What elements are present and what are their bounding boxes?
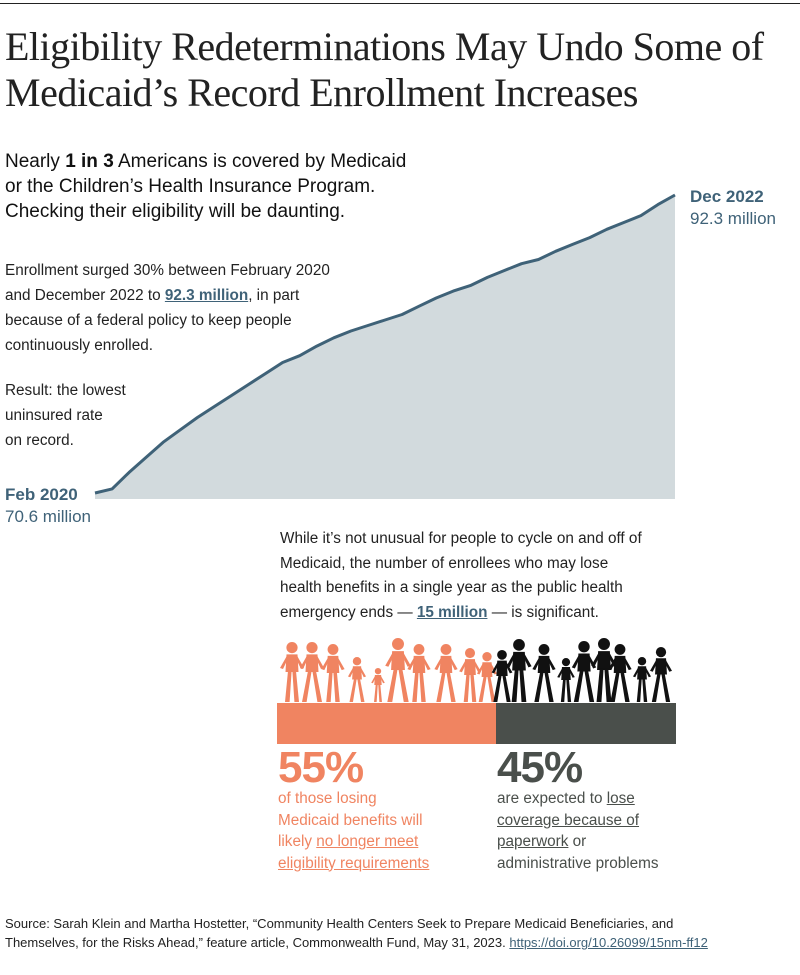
note-text-part: and December 2022 to [5,287,165,304]
enrollment-total-link[interactable]: 92.3 million [164,287,249,304]
caption-text-part: or [568,833,587,850]
lede-text: Nearly 1 in 3 Americans is covered by Me… [5,149,475,224]
mid-text-part: — is significant. [487,603,599,621]
person-silhouette [608,644,632,702]
eligibility-requirements-link[interactable]: no longer meet [316,833,419,850]
lede-highlight: 1 in 3 [65,151,114,172]
person-silhouette [571,641,597,702]
person-silhouette [371,668,385,702]
paperwork-caption: are expected to lose coverage because of… [497,788,702,874]
source-text-part: Themselves, for the Risks Ahead,” featur… [5,935,510,950]
person-silhouette [477,652,497,702]
mid-line: health benefits in a single year as the … [280,579,623,596]
lede-line: or the Children’s Health Insurance Progr… [5,176,376,197]
paperwork-percent: 45% [497,743,583,792]
source-note: Source: Sarah Klein and Martha Hostetter… [5,914,797,952]
page-title: Eligibility Redeterminations May Undo So… [5,24,795,116]
person-silhouette [434,644,458,702]
caption-line: Medicaid benefits will [278,811,423,829]
mid-text-part: emergency ends — [280,603,417,621]
caption-text-part: likely [278,833,317,850]
enrollment-note: Enrollment surged 30% between February 2… [5,258,385,358]
mid-line: While it’s not unusual for people to cyc… [280,530,642,547]
end-label: Dec 2022 92.3 million [690,186,776,230]
end-date-label: Dec 2022 [690,187,764,206]
result-note: Result: the lowest uninsured rate on rec… [5,378,385,453]
lose-coverage-link[interactable]: coverage because of [497,811,640,829]
start-date-label: Feb 2020 [5,485,78,504]
note-line: continuously enrolled. [5,337,153,354]
title-line: Medicaid’s Record Enrollment Increases [5,70,639,115]
caption-line: administrative problems [497,854,659,872]
end-value-label: 92.3 million [690,209,776,228]
person-silhouette [650,647,672,702]
mid-line: Medicaid, the number of enrollees who ma… [280,554,609,572]
lede-text-part: Americans is covered by Medicaid [113,151,407,172]
disenrollment-text: While it’s not unusual for people to cyc… [280,527,680,625]
lose-coverage-link[interactable]: lose [606,790,635,807]
person-silhouette [491,650,513,702]
top-rule [0,3,800,4]
person-silhouette [633,657,651,702]
note-line: uninsured rate [5,407,103,424]
person-silhouette [407,644,431,702]
person-silhouette [321,644,345,702]
doi-link[interactable]: https://doi.org/10.26099/15nm-ff12 [509,935,708,950]
enrollment-area [95,195,675,499]
eligibility-caption: of those losing Medicaid benefits will l… [278,788,483,874]
note-line: on record. [5,432,74,449]
person-silhouette [300,642,324,702]
note-line: Result: the lowest [5,382,126,399]
person-silhouette [385,638,411,702]
person-silhouette [280,642,304,702]
person-silhouette [591,638,617,702]
person-silhouette [532,644,556,702]
note-line: because of a federal policy to keep peop… [5,312,292,329]
note-text-part: , in part [248,287,300,304]
person-silhouette [557,658,575,702]
start-value-label: 70.6 million [5,507,91,526]
lose-coverage-link[interactable]: paperwork [497,833,569,850]
eligibility-share-bar [277,703,497,744]
person-silhouette [348,657,366,702]
note-line: Enrollment surged 30% between February 2… [5,262,330,279]
caption-text-part: are expected to [497,790,607,807]
paperwork-share-bar [496,703,676,744]
eligibility-requirements-link[interactable]: eligibility requirements [278,854,430,872]
start-label: Feb 2020 70.6 million [5,484,91,528]
person-silhouette [506,639,532,702]
lede-text-part: Nearly [5,151,66,172]
fifteen-million-link[interactable]: 15 million [416,603,488,621]
lede-line: Checking their eligibility will be daunt… [5,201,346,222]
title-line: Eligibility Redeterminations May Undo So… [5,24,764,69]
person-silhouette [459,648,481,702]
eligibility-percent: 55% [278,743,364,792]
caption-line: of those losing [278,790,377,807]
enrollment-line [94,193,676,495]
source-line: Source: Sarah Klein and Martha Hostetter… [5,916,674,931]
